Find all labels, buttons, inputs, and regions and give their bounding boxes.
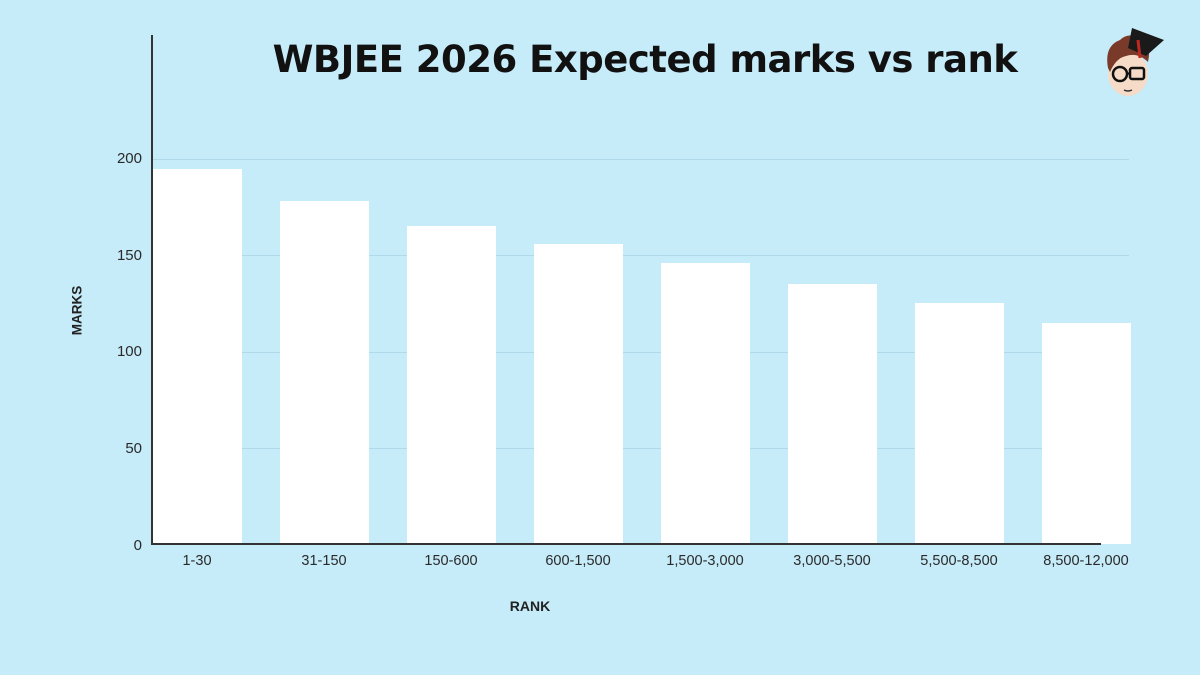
x-tick-label: 8,500-12,000 — [1043, 553, 1129, 569]
x-axis — [151, 543, 1101, 545]
x-tick-label: 1,500-3,000 — [666, 553, 744, 569]
x-tick-label: 3,000-5,500 — [793, 553, 871, 569]
x-tick-label: 31-150 — [301, 553, 347, 569]
gridline-50 — [153, 448, 1129, 449]
y-axis — [151, 35, 153, 545]
gridline-150 — [153, 255, 1129, 256]
x-tick-label: 150-600 — [424, 553, 478, 569]
x-tick-label: 600-1,500 — [545, 553, 611, 569]
x-axis-title: RANK — [509, 598, 551, 614]
x-tick-label: 5,500-8,500 — [920, 553, 998, 569]
chart-title: WBJEE 2026 Expected marks vs rank — [272, 38, 1018, 81]
y-tick-label: 150 — [116, 247, 142, 264]
y-tick-label: 200 — [116, 150, 142, 167]
y-tick-label: 0 — [133, 537, 142, 554]
bar — [661, 262, 750, 544]
mascot-logo-icon — [1098, 18, 1170, 106]
bar — [1042, 322, 1131, 544]
bar — [788, 284, 877, 544]
x-tick-label: 1-30 — [182, 553, 212, 569]
bar — [534, 243, 623, 544]
bar — [915, 303, 1004, 544]
bar — [407, 226, 496, 544]
y-tick-label: 50 — [125, 440, 142, 457]
y-axis-title: MARKS — [69, 285, 85, 336]
bar — [280, 201, 369, 544]
y-tick-label: 100 — [116, 343, 142, 360]
gridline-100 — [153, 352, 1129, 353]
bar — [153, 168, 242, 544]
gridline-200 — [153, 159, 1129, 160]
